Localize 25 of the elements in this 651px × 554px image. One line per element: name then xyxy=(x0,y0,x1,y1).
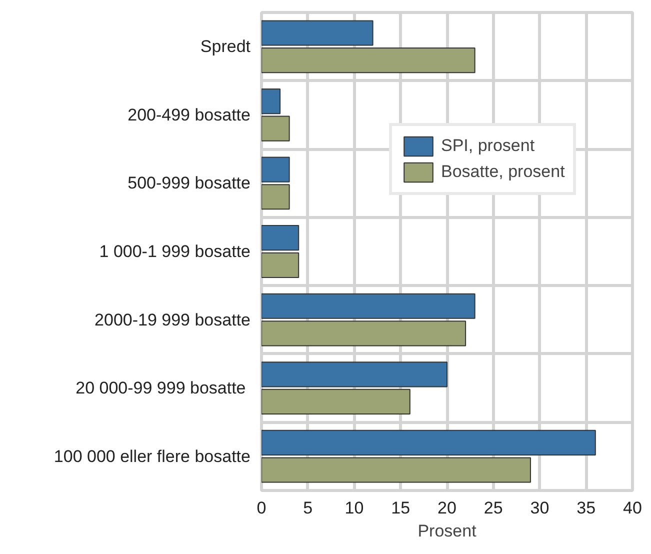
x-tick-label: 0 xyxy=(256,498,266,518)
bar xyxy=(262,88,281,114)
y-tick-label: 1 000-1 999 bosatte xyxy=(99,242,250,261)
legend-label: Bosatte, prosent xyxy=(441,162,565,182)
x-tick-label: 5 xyxy=(303,498,313,518)
x-tick-label: 15 xyxy=(391,498,410,518)
x-tick-label: 30 xyxy=(530,498,550,518)
x-tick-label: 10 xyxy=(344,498,364,518)
x-tick-label: 35 xyxy=(576,498,596,518)
bar xyxy=(262,252,300,278)
y-tick-label: 20 000-99 999 bosatte xyxy=(76,378,246,398)
y-tick-label: 100 000 eller flere bosatte xyxy=(54,446,251,466)
bar xyxy=(262,362,448,388)
x-tick-label: 20 xyxy=(438,498,456,518)
y-tick-label: Spredt xyxy=(200,37,251,56)
x-tick-label: 40 xyxy=(623,498,642,518)
bar xyxy=(262,388,410,415)
bar xyxy=(262,225,300,251)
y-tick-label: 200-499 bosatte xyxy=(128,105,251,124)
x-axis-title: Prosent xyxy=(418,522,477,540)
y-tick-label: 500-999 bosatte xyxy=(128,174,251,193)
x-tick-label: 25 xyxy=(484,498,503,518)
bar xyxy=(262,116,290,142)
legend-label: SPI, prosent xyxy=(441,136,535,156)
y-tick-label: 2000-19 999 bosatte xyxy=(94,310,251,330)
